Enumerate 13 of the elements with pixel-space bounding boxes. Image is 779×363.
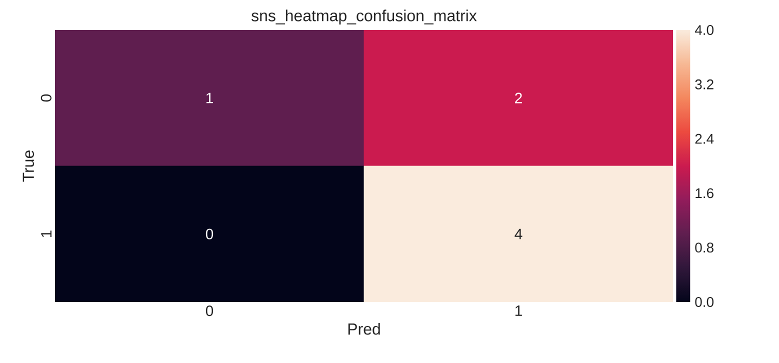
color-bar-label: 4.0	[694, 25, 714, 35]
data-label: 0	[206, 228, 214, 240]
color-bar-label: 0.0	[695, 297, 714, 307]
y-axis-title: True	[22, 150, 34, 182]
data-label: 4	[514, 228, 522, 240]
color-bar-label: 3.2	[695, 79, 714, 90]
data-label: 2	[515, 92, 522, 104]
chart-title: sns_heatmap_confusion_matrix	[252, 10, 477, 25]
x-axis-title: Pred	[348, 322, 380, 335]
color-bar-label: 2.4	[695, 134, 714, 144]
color-bar-label: 1.6	[696, 188, 714, 198]
data-label: 1	[206, 92, 213, 104]
color-bar-label: 0.8	[695, 242, 714, 253]
